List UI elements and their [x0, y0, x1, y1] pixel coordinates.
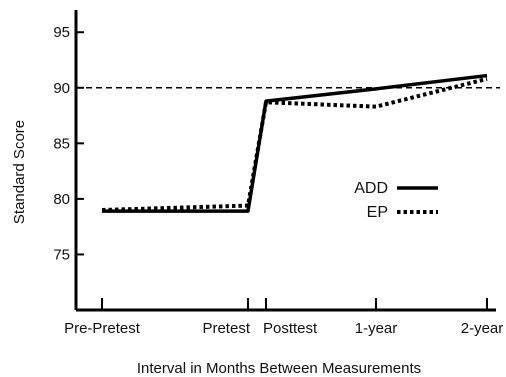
series-layer [101, 73, 488, 213]
y-tick-label: 85 [53, 135, 70, 152]
series-line-ep [101, 76, 488, 212]
legend-label-add: ADD [354, 180, 388, 197]
y-tick-label: 90 [53, 80, 70, 97]
x-tick-label: 2-year [461, 320, 504, 337]
x-axis-ticks: Pre-Pretest Pretest Posttest 1-year 2-year [64, 298, 503, 337]
y-tick-label: 75 [53, 246, 70, 263]
x-tick-label: Pre-Pretest [64, 320, 141, 337]
series-line-add [102, 73, 488, 213]
y-tick-label: 80 [53, 191, 70, 208]
y-axis-title: Standard Score [11, 120, 28, 224]
y-tick-label: 95 [53, 24, 70, 41]
chart-axes [74, 10, 496, 312]
y-axis-ticks: 75 80 85 90 95 [53, 24, 84, 263]
legend: ADD EP [354, 180, 438, 221]
legend-label-ep: EP [367, 204, 388, 221]
x-tick-label: Posttest [263, 320, 318, 337]
x-tick-label: 1-year [355, 320, 398, 337]
x-axis-title: Interval in Months Between Measurements [137, 360, 421, 377]
x-tick-label: Pretest [202, 320, 250, 337]
